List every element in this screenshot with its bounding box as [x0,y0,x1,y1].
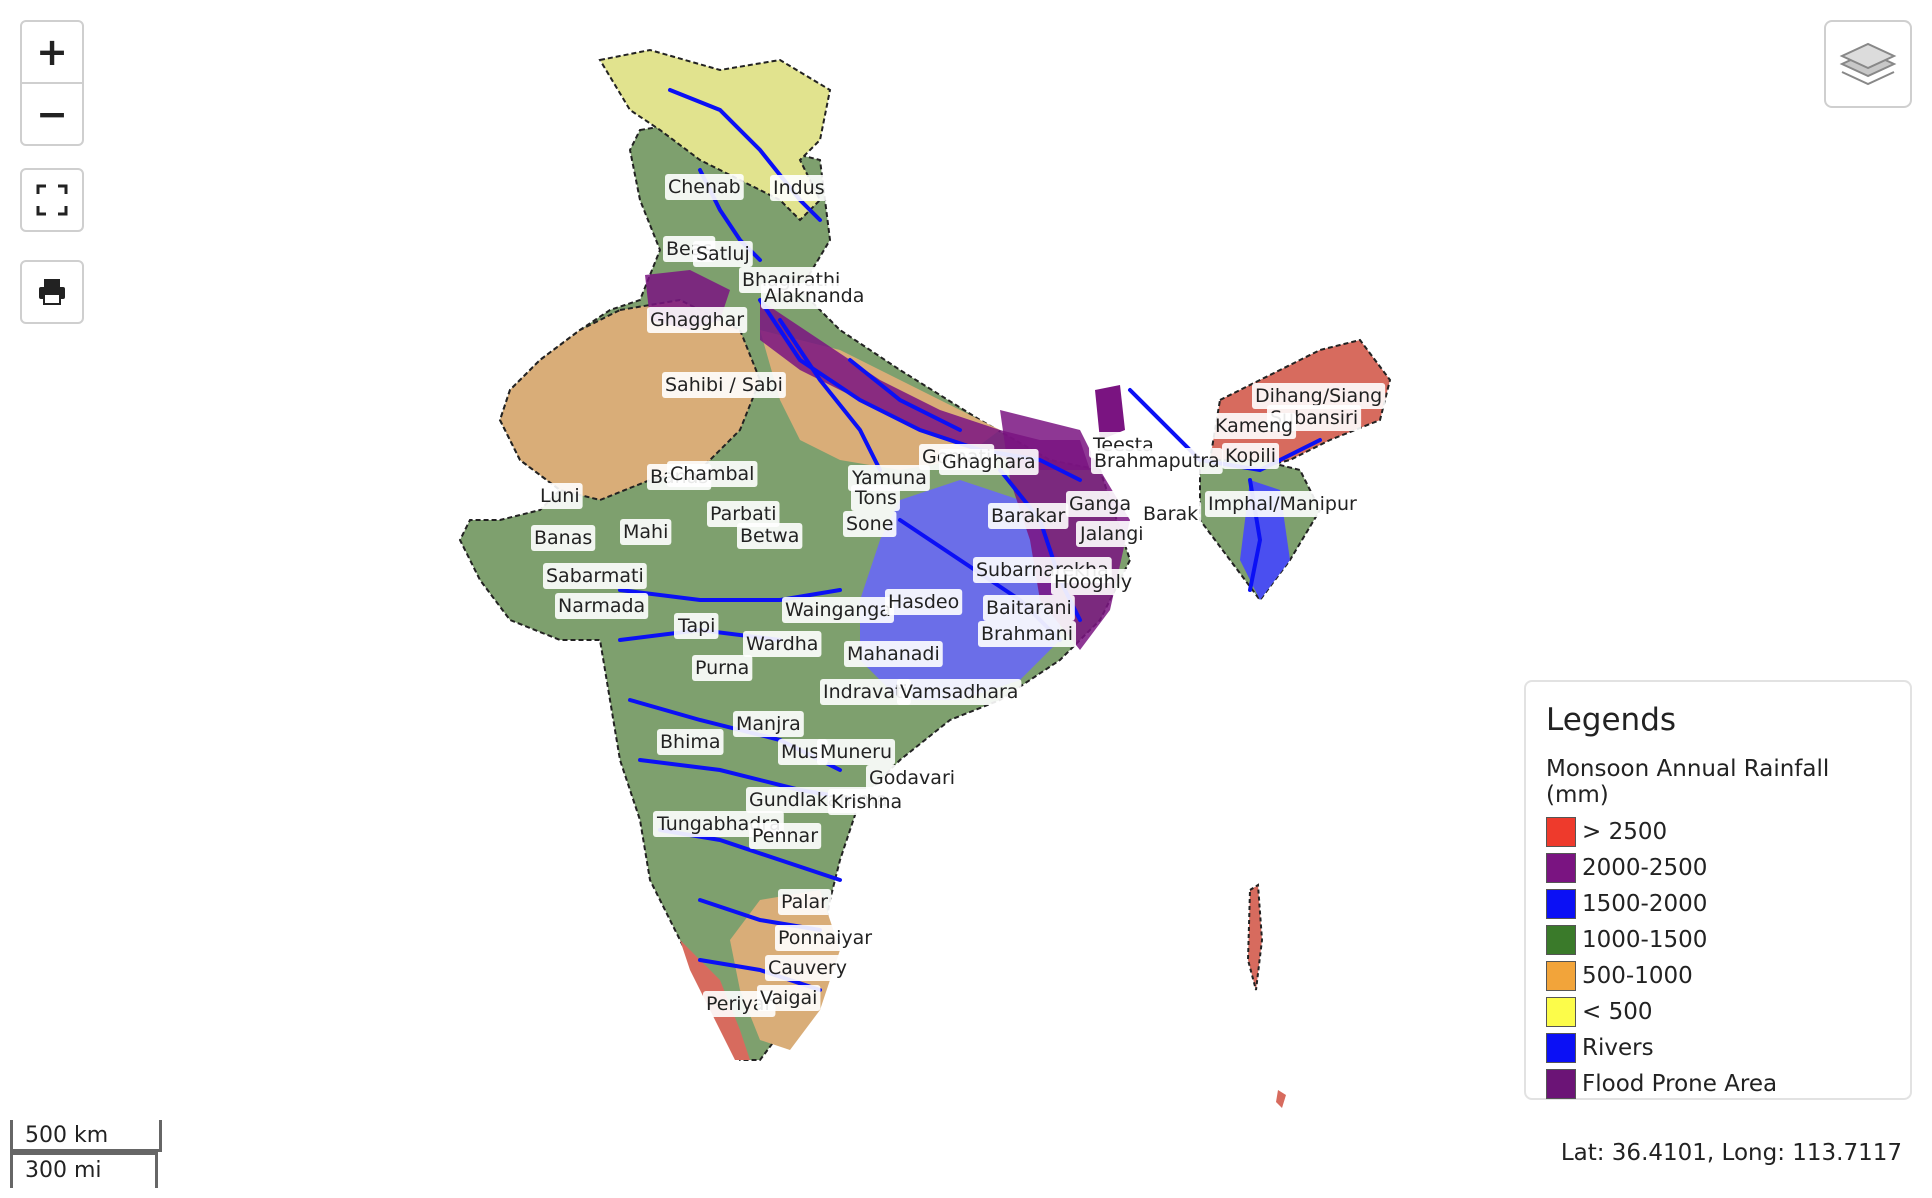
legend-label: > 2500 [1582,819,1668,845]
legend-label: 1500-2000 [1582,891,1708,917]
legend-swatch [1546,817,1576,847]
legend-item: 1000-1500 [1546,922,1890,958]
legend-swatch [1546,925,1576,955]
fullscreen-button[interactable] [22,170,82,230]
scale-bar: 500 km 300 mi [10,1120,162,1188]
legend-label: 500-1000 [1582,963,1693,989]
legend-swatch [1546,889,1576,919]
legend-label: Flood Prone Area [1582,1071,1778,1097]
printer-icon [39,279,65,305]
print-button[interactable] [22,262,82,322]
legend-label: < 500 [1582,999,1653,1025]
legend-label: 1000-1500 [1582,927,1708,953]
region-rajasthan-tan [498,298,762,502]
legend-panel: Legends Monsoon Annual Rainfall (mm) > 2… [1524,680,1912,1100]
legend-item: Rivers [1546,1030,1890,1066]
legend-subtitle: Monsoon Annual Rainfall (mm) [1546,756,1830,808]
legend-item: Flood Prone Area [1546,1066,1890,1102]
legend-item: 500-1000 [1546,958,1890,994]
scale-km: 500 km [10,1120,162,1152]
nicobar-islands [1276,1090,1286,1108]
zoom-out-button[interactable]: − [22,82,82,144]
zoom-in-button[interactable]: + [36,30,68,74]
legend-title: Legends [1546,702,1677,738]
layers-control[interactable] [1824,20,1912,108]
andaman-islands [1246,883,1264,991]
legend-item: > 2500 [1546,814,1890,850]
legend-label: 2000-2500 [1582,855,1708,881]
region-sikkim-purple [1095,385,1125,440]
legend-swatch [1546,1033,1576,1063]
scale-mi: 300 mi [10,1152,158,1188]
legend-label: Rivers [1582,1035,1654,1061]
legend-swatch [1546,1069,1576,1099]
fullscreen-icon [36,184,68,216]
coordinate-readout: Lat: 36.4101, Long: 113.7117 [1560,1140,1902,1166]
layers-icon [1839,42,1897,86]
legend-swatch [1546,961,1576,991]
print-control [20,260,84,324]
legend-swatch [1546,853,1576,883]
legend-item: 1500-2000 [1546,886,1890,922]
zoom-control: + − [20,20,84,146]
legend-item: 2000-2500 [1546,850,1890,886]
legend-item: < 500 [1546,994,1890,1030]
fullscreen-control [20,168,84,232]
legend-swatch [1546,997,1576,1027]
